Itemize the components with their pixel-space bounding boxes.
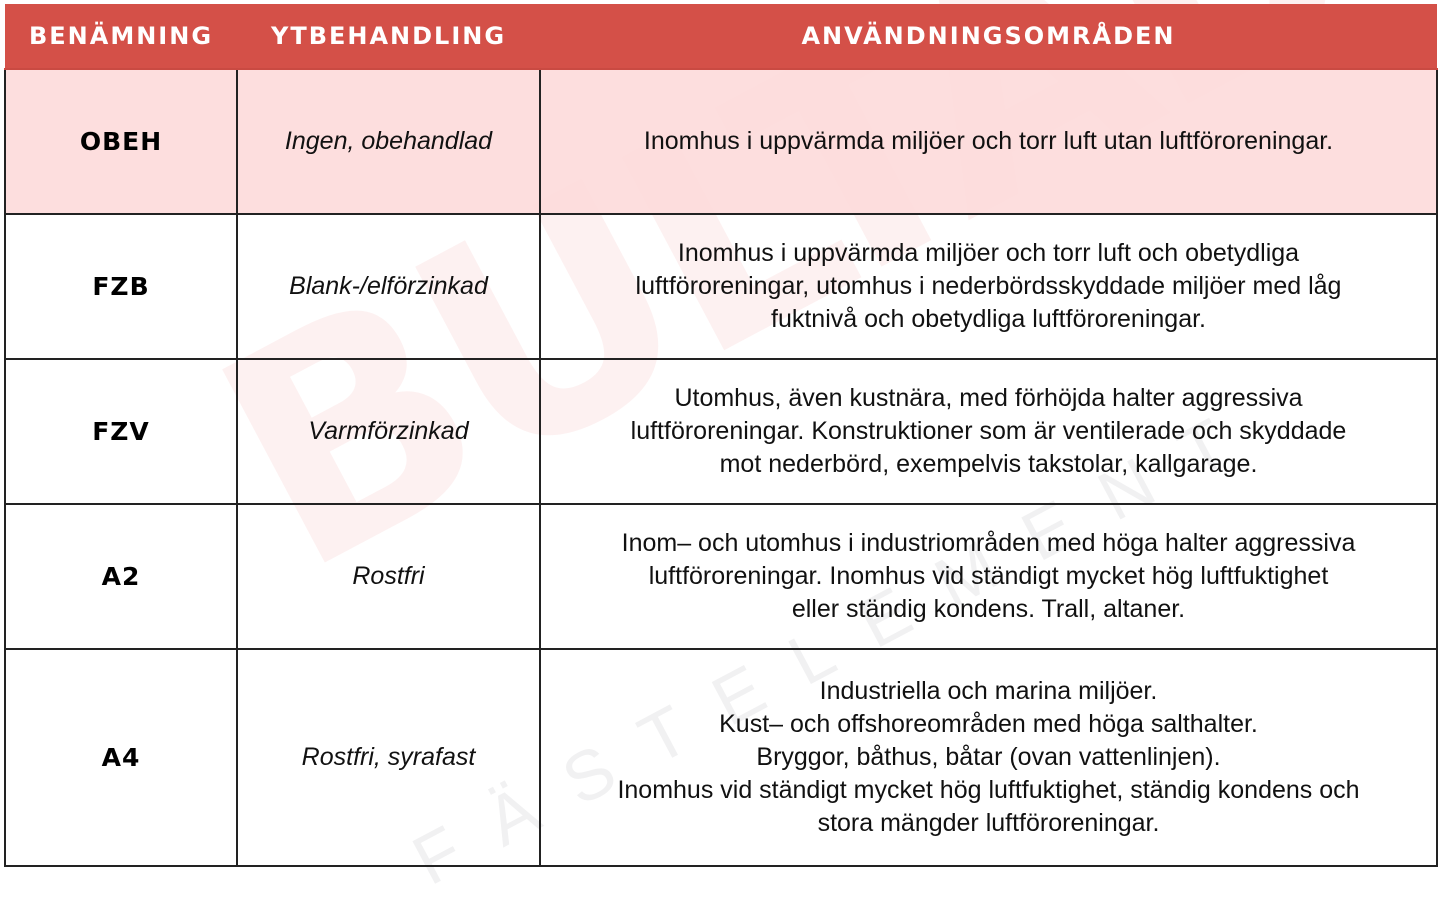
header-name: BENÄMNING <box>5 4 237 70</box>
row-name: OBEH <box>4 68 238 215</box>
table-row: A2 Rostfri Inom– och utomhus i industrio… <box>4 503 1438 650</box>
row-use: Inom– och utomhus i industriområden med … <box>539 503 1438 650</box>
row-use: Inomhus i uppvärmda miljöer och torr luf… <box>539 68 1438 215</box>
header-use: ANVÄNDNINGSOMRÅDEN <box>540 4 1437 70</box>
surface-treatment-table: BENÄMNING YTBEHANDLING ANVÄNDNINGSOMRÅDE… <box>4 4 1438 867</box>
row-surface: Varmförzinkad <box>236 358 541 505</box>
header-surface: YTBEHANDLING <box>237 4 540 70</box>
table-row: A4 Rostfri, syrafast Industriella och ma… <box>4 648 1438 867</box>
table-row: FZB Blank-/elförzinkad Inomhus i uppvärm… <box>4 213 1438 360</box>
row-use: Utomhus, även kustnära, med förhöjda hal… <box>539 358 1438 505</box>
table-row: FZV Varmförzinkad Utomhus, även kustnära… <box>4 358 1438 505</box>
row-name: FZB <box>4 213 238 360</box>
row-use: Inomhus i uppvärmda miljöer och torr luf… <box>539 213 1438 360</box>
row-surface: Rostfri, syrafast <box>236 648 541 867</box>
table-row: OBEH Ingen, obehandlad Inomhus i uppvärm… <box>4 68 1438 215</box>
header-row: BENÄMNING YTBEHANDLING ANVÄNDNINGSOMRÅDE… <box>5 4 1437 70</box>
row-surface: Blank-/elförzinkad <box>236 213 541 360</box>
row-name: A2 <box>4 503 238 650</box>
row-surface: Ingen, obehandlad <box>236 68 541 215</box>
row-surface: Rostfri <box>236 503 541 650</box>
row-name: A4 <box>4 648 238 867</box>
row-use: Industriella och marina miljöer. Kust– o… <box>539 648 1438 867</box>
row-name: FZV <box>4 358 238 505</box>
